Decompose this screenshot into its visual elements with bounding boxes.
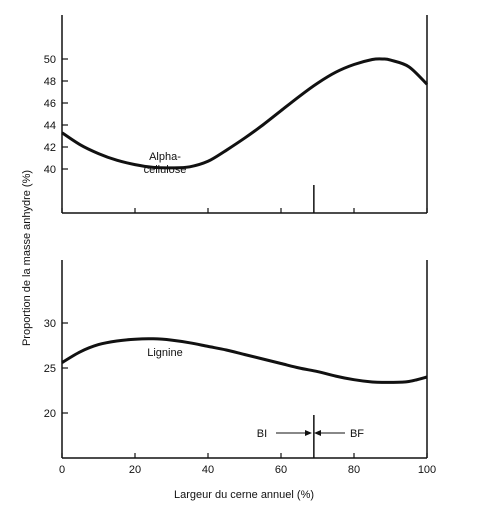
lignine-line	[61, 337, 428, 384]
bottom-y-tick-label: 20	[44, 408, 56, 420]
top-x-ticks	[61, 208, 428, 213]
top-y-tick-label: 46	[44, 98, 56, 110]
bottom-panel: 20 25 30 0 20 40 60 80 100 Lignine BI BF Largeu…	[44, 260, 436, 501]
bi-arrow-head	[305, 430, 312, 436]
lignine-annotation: Lignine	[147, 347, 182, 359]
bi-label: BI	[257, 428, 267, 440]
top-y-ticks: 40 42 44 46 48 50	[44, 54, 68, 176]
bottom-x-tick-label: 80	[348, 464, 360, 476]
alpha-cellulose-line	[61, 57, 429, 170]
bottom-x-tick-label: 100	[418, 464, 436, 476]
bottom-y-tick-label: 30	[44, 318, 56, 330]
bottom-y-tick-label: 25	[44, 363, 56, 375]
bottom-y-ticks: 20 25 30	[44, 318, 68, 420]
top-y-tick-label: 44	[44, 120, 56, 132]
bf-label: BF	[350, 428, 364, 440]
y-axis-label: Proportion de la masse anhydre (%)	[21, 170, 33, 346]
top-y-tick-label: 48	[44, 76, 56, 88]
bottom-x-tick-label: 20	[129, 464, 141, 476]
bottom-x-ticks: 0 20 40 60 80 100	[59, 453, 436, 476]
alpha-annotation-line2: cellulose	[144, 164, 187, 176]
bottom-x-tick-label: 0	[59, 464, 65, 476]
x-axis-label: Largeur du cerne annuel (%)	[174, 489, 314, 501]
bottom-x-tick-label: 60	[275, 464, 287, 476]
top-y-tick-label: 40	[44, 164, 56, 176]
top-y-tick-label: 42	[44, 142, 56, 154]
alpha-annotation-line1: Alpha-	[149, 151, 181, 163]
bottom-x-tick-label: 40	[202, 464, 214, 476]
top-y-tick-label: 50	[44, 54, 56, 66]
top-panel: 40 42 44 46 48 50 Alpha- cellulose	[44, 15, 429, 214]
bf-arrow-head	[314, 430, 321, 436]
